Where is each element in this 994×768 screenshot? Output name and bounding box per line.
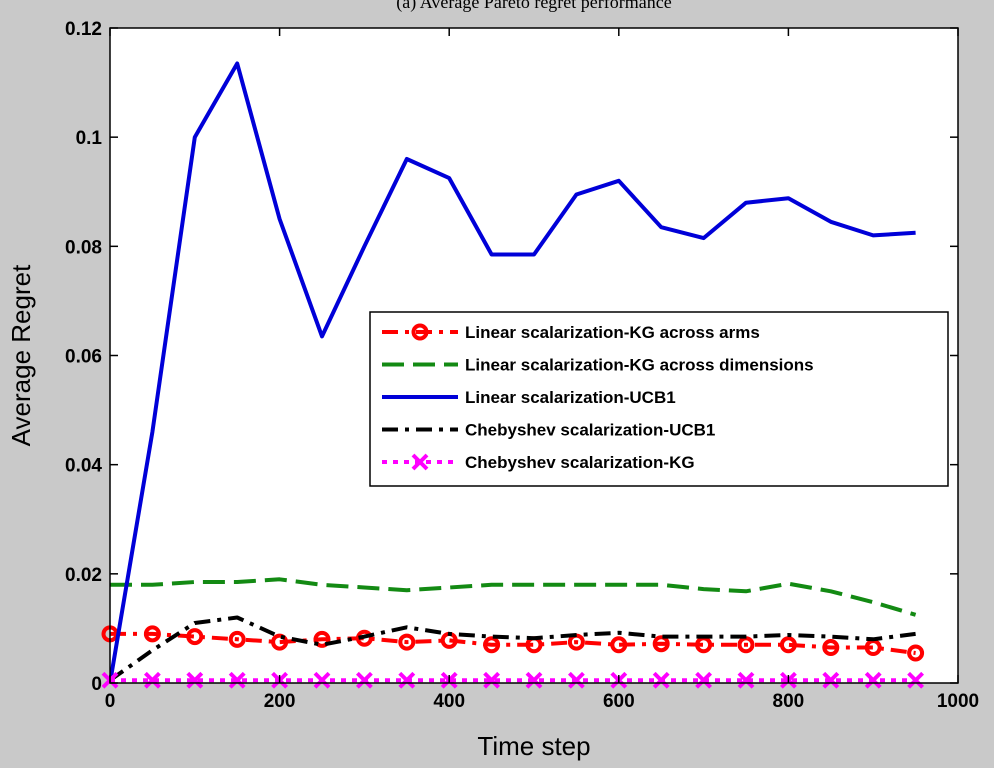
data-point bbox=[313, 671, 331, 689]
series-3 bbox=[108, 61, 916, 684]
y-tick-label: 0.06 bbox=[65, 347, 102, 368]
data-point bbox=[652, 635, 670, 653]
data-point bbox=[907, 644, 925, 662]
data-point bbox=[822, 639, 840, 657]
x-tick-label: 200 bbox=[264, 691, 296, 712]
axis-layer: 0 200 400 600 800 1000 0 0.02 0.04 0.06 0.08 0.1 0.1… bbox=[65, 19, 979, 712]
y-tick-label: 0.12 bbox=[65, 19, 102, 40]
legend-item[interactable]: Chebyshev scalarization-UCB1 bbox=[382, 421, 715, 440]
data-point bbox=[483, 636, 501, 654]
series-1 bbox=[101, 625, 925, 662]
y-tick-label: 0 bbox=[91, 674, 102, 695]
series-2 bbox=[110, 577, 917, 617]
x-tick-label: 800 bbox=[773, 691, 805, 712]
x-axis-label: Time step bbox=[477, 731, 590, 761]
legend-item[interactable]: Chebyshev scalarization-KG bbox=[382, 453, 695, 472]
data-point bbox=[525, 671, 543, 689]
series-line bbox=[108, 61, 916, 684]
data-point bbox=[737, 671, 755, 689]
legend-marker bbox=[411, 323, 429, 341]
series-layer bbox=[101, 61, 925, 689]
legend-label: Linear scalarization-KG across dimension… bbox=[465, 356, 814, 375]
data-point bbox=[398, 633, 416, 651]
legend-item[interactable]: Linear scalarization-UCB1 bbox=[382, 388, 676, 407]
data-point bbox=[186, 628, 204, 646]
data-point bbox=[398, 671, 416, 689]
x-tick-label: 600 bbox=[603, 691, 635, 712]
data-point bbox=[143, 671, 161, 689]
legend-label: Chebyshev scalarization-UCB1 bbox=[465, 421, 715, 440]
data-point bbox=[483, 671, 501, 689]
legend-label: Chebyshev scalarization-KG bbox=[465, 453, 695, 472]
data-point bbox=[695, 671, 713, 689]
legend-marker bbox=[411, 453, 429, 471]
x-tick-label: 400 bbox=[433, 691, 465, 712]
legend-item[interactable]: Linear scalarization-KG across arms bbox=[382, 323, 760, 342]
data-point bbox=[610, 636, 628, 654]
data-point bbox=[186, 671, 204, 689]
y-axis-label: Average Regret bbox=[6, 264, 36, 446]
data-point bbox=[779, 636, 797, 654]
data-point bbox=[907, 671, 925, 689]
x-tick-label: 1000 bbox=[937, 691, 979, 712]
data-point bbox=[228, 671, 246, 689]
series-line bbox=[110, 577, 917, 617]
data-point bbox=[228, 630, 246, 648]
data-point bbox=[355, 629, 373, 647]
data-point bbox=[143, 625, 161, 643]
y-tick-label: 0.02 bbox=[65, 565, 102, 586]
chart-title: (a) Average Pareto regret performance bbox=[396, 0, 672, 13]
legend-box bbox=[369, 311, 949, 487]
data-point bbox=[864, 671, 882, 689]
y-tick-label: 0.1 bbox=[76, 128, 103, 149]
data-point bbox=[567, 671, 585, 689]
y-tick-label: 0.08 bbox=[65, 237, 102, 258]
y-tick-label: 0.04 bbox=[65, 456, 102, 477]
data-point bbox=[822, 671, 840, 689]
data-point bbox=[271, 633, 289, 651]
legend-label: Linear scalarization-KG across arms bbox=[465, 323, 760, 342]
x-tick-label: 0 bbox=[105, 691, 116, 712]
data-point bbox=[652, 671, 670, 689]
data-point bbox=[355, 671, 373, 689]
legend-label: Linear scalarization-UCB1 bbox=[465, 388, 676, 407]
legend-item[interactable]: Linear scalarization-KG across dimension… bbox=[382, 356, 814, 375]
legend[interactable]: Linear scalarization-KG across arms Linea… bbox=[369, 311, 949, 487]
data-point bbox=[313, 630, 331, 648]
